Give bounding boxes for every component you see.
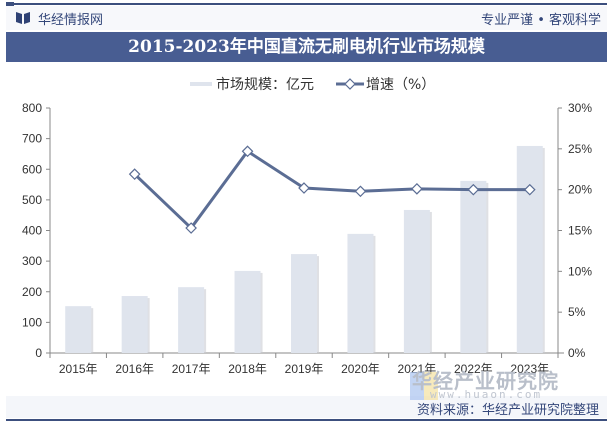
- footer-band: [6, 396, 607, 418]
- right-tick-label: 10%: [568, 264, 592, 278]
- line-marker: [298, 182, 310, 194]
- slogan: 专业严谨 • 客观科学: [481, 13, 601, 28]
- watermark-block-yellow: [424, 372, 438, 400]
- left-tick-label: 500: [22, 193, 42, 207]
- left-tick-label: 300: [22, 254, 42, 268]
- bar: [291, 254, 317, 353]
- bar: [65, 306, 92, 353]
- legend-bar-swatch: [190, 82, 212, 86]
- left-tick-label: 700: [22, 132, 42, 146]
- x-tick-label: 2018年: [228, 362, 267, 376]
- line-marker: [241, 145, 254, 158]
- bottom-rule: [6, 419, 607, 421]
- left-tick-label: 800: [22, 101, 42, 115]
- x-tick-label: 2017年: [172, 362, 211, 376]
- legend-bar-label: 市场规模：亿元: [216, 77, 314, 93]
- legend-line-label: 增速（%）: [366, 77, 436, 93]
- x-tick-label: 2020年: [341, 362, 380, 376]
- right-tick-label: 0%: [568, 346, 586, 360]
- right-tick-label: 25%: [568, 142, 592, 156]
- brand-name: 华经情报网: [38, 13, 104, 28]
- right-tick-label: 15%: [568, 224, 592, 238]
- watermark-url: www.huaon.com: [430, 388, 543, 401]
- left-tick-label: 0: [35, 346, 42, 360]
- right-tick-label: 5%: [568, 305, 586, 319]
- top-rule-cap: [6, 2, 14, 6]
- line-marker: [185, 222, 197, 234]
- line-marker: [354, 185, 367, 198]
- bar: [121, 296, 148, 353]
- bar: [347, 233, 374, 353]
- bar: [234, 270, 261, 353]
- line-marker: [411, 183, 423, 195]
- header-band: [6, 6, 607, 30]
- watermark-logo: 华经产业研究院: [412, 369, 559, 393]
- line-marker: [128, 168, 141, 180]
- left-tick-label: 100: [22, 315, 42, 329]
- line-marker: [467, 183, 480, 196]
- left-tick-label: 600: [22, 162, 42, 176]
- top-rule: [6, 3, 607, 5]
- growth-line: [133, 149, 530, 230]
- right-tick-label: 30%: [568, 101, 592, 115]
- right-tick-label: 20%: [568, 183, 592, 197]
- line-marker: [523, 183, 536, 196]
- x-tick-label: 2016年: [115, 362, 154, 376]
- x-tick-label: 2022年: [454, 362, 493, 376]
- book-icon: [16, 12, 30, 24]
- source-note: 资料来源：华经产业研究院整理: [416, 403, 599, 418]
- x-tick-label: 2023年: [510, 362, 549, 376]
- watermark-block-blue: [410, 372, 424, 400]
- x-tick-label: 2015年: [59, 362, 98, 376]
- x-tick-label: 2019年: [285, 362, 324, 376]
- left-tick-label: 400: [22, 224, 42, 238]
- bar: [460, 180, 487, 353]
- legend: 市场规模：亿元 增速（%）: [0, 73, 613, 93]
- left-tick-label: 200: [22, 285, 42, 299]
- bar: [178, 287, 205, 353]
- title-bar: 2015-2023年中国直流无刷电机行业市场规模: [6, 32, 607, 62]
- legend-line-swatch: [336, 78, 364, 90]
- bar: [403, 209, 430, 353]
- chart-title: 2015-2023年中国直流无刷电机行业市场规模: [128, 37, 485, 57]
- bar: [516, 145, 543, 353]
